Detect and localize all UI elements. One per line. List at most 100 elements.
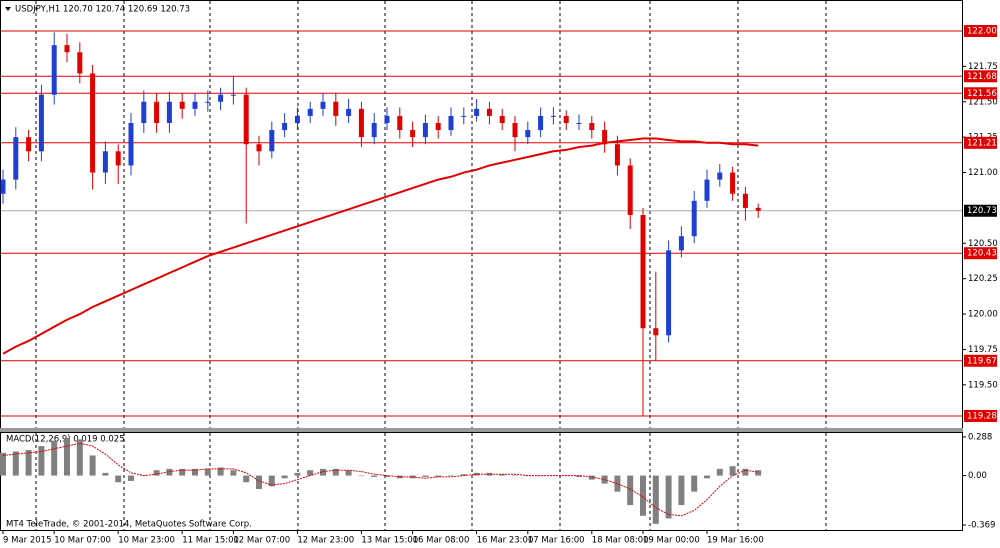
- candle-body: [141, 101, 147, 123]
- x-tick-label: 11 Mar 15:00: [182, 536, 239, 546]
- y-tick-label: 120.25: [968, 274, 998, 284]
- candle-body: [230, 94, 236, 96]
- x-tick-label: 17 Mar 16:00: [528, 536, 585, 546]
- macd-bar: [371, 475, 378, 477]
- candle-body: [38, 94, 44, 152]
- macd-y-tick-label: 0.288: [968, 432, 992, 442]
- candle-body: [154, 101, 160, 123]
- macd-bar: [307, 470, 314, 476]
- y-tick-label: 120.00: [968, 310, 998, 320]
- candle-body: [410, 130, 416, 138]
- macd-bar: [179, 468, 186, 476]
- dropdown-icon[interactable]: [5, 7, 11, 11]
- candle-body: [461, 115, 467, 117]
- macd-bar: [460, 474, 467, 476]
- macd-bar: [742, 468, 749, 476]
- macd-bar: [166, 468, 173, 476]
- macd-bar: [588, 475, 595, 480]
- macd-bar: [755, 470, 762, 476]
- x-tick-label: 13 Mar 15:00: [361, 536, 418, 546]
- macd-bar: [345, 470, 352, 476]
- candle-body: [333, 101, 339, 116]
- macd-bar: [640, 475, 646, 516]
- level-label: 119.28: [967, 411, 997, 421]
- macd-bar: [704, 475, 710, 479]
- candle-body: [371, 122, 377, 138]
- macd-bar: [12, 451, 19, 476]
- macd-bar: [89, 455, 96, 476]
- y-tick-label: 120.50: [968, 239, 998, 249]
- x-tick-label: 10 Mar 07:00: [54, 536, 111, 546]
- candle-body: [90, 73, 96, 173]
- macd-bar: [102, 472, 109, 476]
- x-tick-label: 12 Mar 07:00: [233, 536, 290, 546]
- candle-body: [13, 137, 19, 180]
- x-tick-label: 19 Mar 00:00: [643, 536, 700, 546]
- candle-body: [115, 151, 121, 166]
- candle-body: [614, 144, 620, 166]
- candle-body: [320, 101, 326, 109]
- y-tick-label: 121.00: [968, 168, 998, 178]
- candle-body: [166, 101, 172, 123]
- candle-body: [205, 101, 211, 103]
- candle-body: [538, 115, 544, 131]
- x-tick-label: 19 Mar 16:00: [707, 536, 764, 546]
- macd-bar: [230, 470, 237, 476]
- macd-bar: [358, 475, 365, 477]
- macd-bar: [614, 475, 621, 492]
- level-label-box: [964, 24, 997, 37]
- candle-body: [51, 45, 57, 95]
- macd-bar: [128, 475, 134, 481]
- candle-body: [653, 328, 659, 336]
- macd-bar: [486, 472, 493, 476]
- candle-body: [499, 115, 505, 123]
- level-label: 121.68: [967, 72, 997, 82]
- macd-y-tick-label: -0.369: [968, 521, 995, 531]
- macd-bar: [678, 475, 685, 506]
- macd-bar: [243, 475, 250, 483]
- macd-bar: [192, 468, 198, 476]
- candle-body: [602, 130, 608, 145]
- level-label: 121.21: [967, 138, 997, 148]
- candle-body: [307, 108, 313, 116]
- candle-body: [691, 200, 697, 237]
- chart-title: USDJPY,H1 120.70 120.74 120.69 120.73: [15, 5, 190, 15]
- macd-bar: [512, 475, 518, 477]
- candle-body: [640, 214, 646, 329]
- macd-bar: [256, 475, 262, 489]
- x-tick-label: 18 Mar 08:00: [592, 536, 649, 546]
- macd-bar: [38, 446, 45, 476]
- macd-bar: [294, 472, 301, 476]
- macd-bar: [64, 438, 70, 476]
- panel-separator: [0, 428, 963, 432]
- macd-panel-frame: [0, 432, 963, 531]
- y-tick-label: 121.50: [968, 97, 998, 107]
- macd-bar: [716, 468, 723, 476]
- candle-body: [486, 108, 492, 116]
- macd-bar: [204, 468, 211, 476]
- level-label-box: [964, 136, 997, 149]
- macd-bar: [435, 475, 442, 477]
- candle-body: [512, 122, 518, 138]
- macd-bar: [0, 452, 6, 476]
- candle-body: [627, 165, 633, 215]
- level-label: 120.43: [967, 249, 997, 259]
- macd-bar: [76, 439, 83, 476]
- candle-body: [397, 115, 403, 131]
- candle-body: [589, 122, 595, 131]
- macd-bar: [115, 475, 122, 483]
- candle-body: [26, 137, 32, 152]
- macd-bar: [652, 475, 659, 524]
- candle-body: [358, 108, 364, 138]
- y-tick-label: 121.75: [968, 62, 998, 72]
- candle-body: [678, 236, 684, 251]
- candle-body: [102, 151, 108, 173]
- candle-body: [563, 115, 569, 123]
- macd-signal: [2, 442, 759, 517]
- macd-bar: [320, 468, 326, 476]
- level-label-box: [964, 87, 997, 100]
- candle-body: [666, 250, 672, 336]
- y-tick-label: 119.50: [968, 380, 998, 390]
- macd-bar: [396, 475, 403, 479]
- candle-body: [717, 172, 723, 180]
